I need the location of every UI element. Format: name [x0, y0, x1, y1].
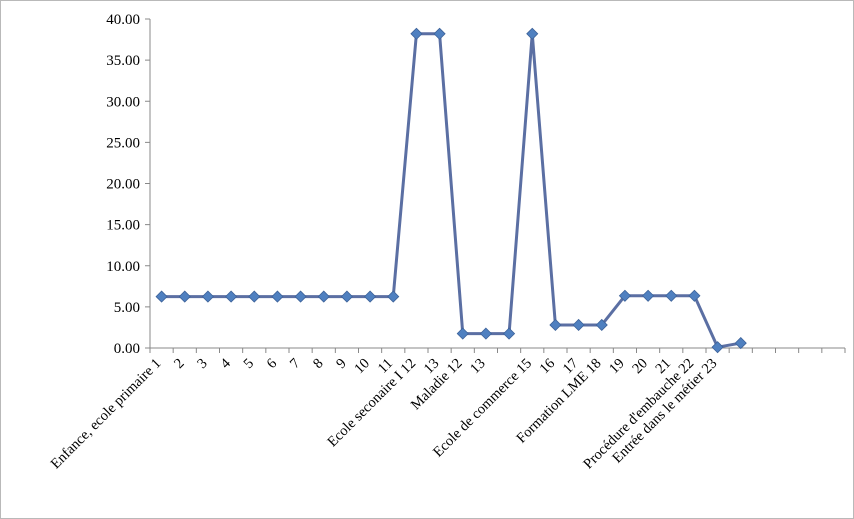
- y-tick-label: 25.00: [106, 135, 140, 151]
- x-tick-label: 9: [333, 356, 349, 372]
- x-tick-label: 16: [537, 356, 559, 378]
- y-tick-label: 30.00: [106, 94, 140, 110]
- data-point: [155, 290, 168, 303]
- x-tick-label: Enfance, ecole primaire 1: [48, 356, 165, 473]
- series-line: [161, 32, 742, 349]
- data-point: [294, 290, 307, 303]
- data-point: [665, 289, 678, 302]
- data-point: [456, 327, 469, 340]
- data-point: [618, 289, 631, 302]
- data-point: [410, 27, 423, 40]
- x-tick-label: 7: [287, 356, 303, 372]
- data-point: [178, 290, 191, 303]
- x-tick-label: 19: [606, 356, 628, 378]
- y-tick-labels: 0.00 5.00 10.00 15.00 20.00 25.00 30.00 35.00 40…: [106, 12, 140, 357]
- data-point: [572, 318, 585, 332]
- x-tick-label: 13: [467, 356, 489, 378]
- x-tick-label: 4: [217, 355, 234, 372]
- data-point: [711, 341, 724, 354]
- y-tick-label: 15.00: [106, 218, 140, 234]
- data-point: [642, 289, 655, 302]
- data-point: [688, 289, 701, 302]
- data-point: [595, 318, 608, 332]
- data-point: [271, 290, 284, 303]
- x-tick-label: 8: [310, 356, 326, 372]
- data-point: [225, 290, 238, 303]
- data-point: [479, 327, 492, 340]
- data-point: [364, 290, 377, 303]
- x-tick-labels: Enfance, ecole primaire 1 2 3 4 5 6 7 8 9 10 11Eco…: [48, 355, 721, 472]
- data-points: [155, 27, 747, 354]
- y-tick-label: 0.00: [114, 341, 140, 357]
- data-point: [734, 336, 747, 350]
- x-tick-label: 3: [194, 356, 210, 372]
- axes: [145, 18, 846, 353]
- data-point: [387, 290, 400, 303]
- y-tick-label: 35.00: [106, 53, 140, 69]
- data-point: [526, 27, 539, 40]
- y-tick-label: 5.00: [114, 300, 140, 316]
- y-tick-label: 20.00: [106, 177, 140, 193]
- y-tick-label: 40.00: [106, 12, 140, 28]
- x-tick-label: Ecole seconaire I 12: [325, 356, 420, 451]
- series-line-group: [161, 32, 742, 349]
- x-tick-label: 20: [629, 356, 651, 378]
- data-point: [317, 290, 330, 303]
- data-point: [201, 290, 214, 303]
- x-tick-label: 10: [351, 356, 373, 378]
- x-tick-label: 6: [264, 356, 280, 372]
- x-tick-label: 2: [171, 356, 187, 372]
- data-point: [503, 327, 516, 340]
- data-point: [549, 318, 562, 332]
- data-point: [340, 290, 353, 303]
- data-point: [248, 290, 261, 303]
- data-point: [433, 27, 446, 40]
- y-tick-label: 10.00: [106, 259, 140, 275]
- x-tick-label: 5: [241, 356, 257, 372]
